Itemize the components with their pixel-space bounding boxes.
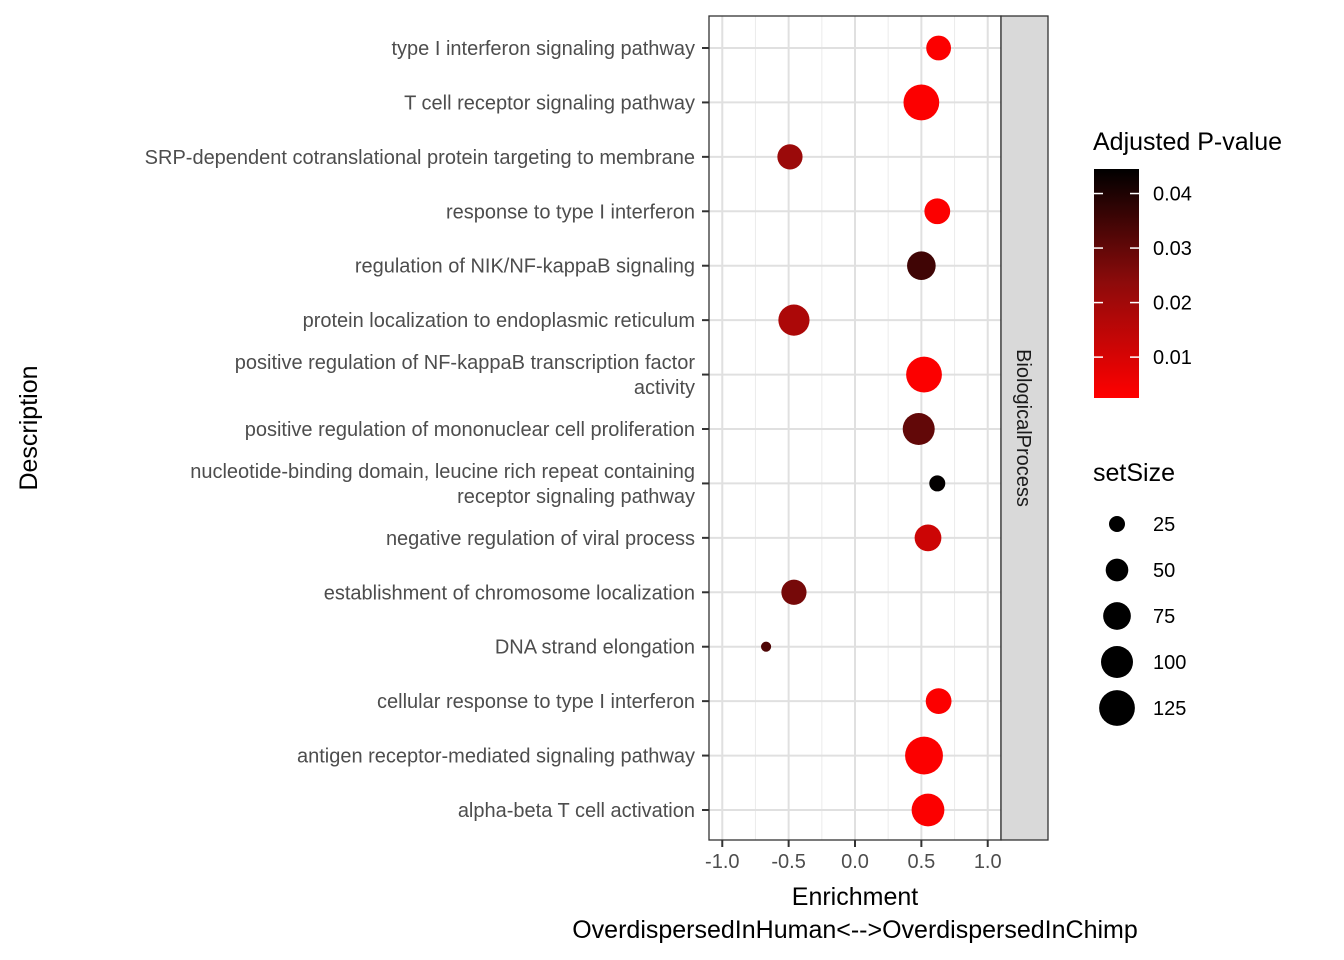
x-axis-title: Enrichment <box>792 883 918 911</box>
facet-strip <box>1000 15 1049 841</box>
data-point <box>925 688 952 715</box>
y-tick-label: antigen receptor-mediated signaling path… <box>297 746 695 768</box>
size-legend-key <box>1103 602 1131 630</box>
data-point <box>907 251 936 281</box>
data-point <box>914 524 942 552</box>
size-legend-key <box>1099 690 1135 726</box>
y-tick-label: type I interferon signaling pathway <box>391 38 695 60</box>
size-legend-label: 25 <box>1153 514 1175 536</box>
x-tick-label: -0.5 <box>771 851 805 873</box>
y-tick-label: response to type I interferon <box>446 201 695 223</box>
color-legend-bar <box>1094 169 1139 398</box>
size-legend-key <box>1105 558 1129 582</box>
data-point <box>906 356 942 393</box>
y-tick-label: positive regulation of mononuclear cell … <box>245 419 695 441</box>
data-point <box>924 198 951 225</box>
y-tick-label: T cell receptor signaling pathway <box>404 92 695 114</box>
color-legend: Adjusted P-value 0.04 0.03 0.02 0.01 <box>1093 128 1282 398</box>
x-tick-label: -1.0 <box>705 851 739 873</box>
facet-strip-label: BiologicalProcess <box>1012 349 1034 507</box>
data-point <box>911 793 945 827</box>
color-legend-label: 0.03 <box>1153 238 1192 260</box>
size-legend-key <box>1101 646 1133 678</box>
size-legend-label: 75 <box>1153 606 1175 628</box>
y-axis: type I interferon signaling pathway T cel… <box>145 38 709 822</box>
size-legend-label: 50 <box>1153 560 1175 582</box>
y-tick-label: establishment of chromosome localization <box>324 582 695 604</box>
color-legend-title: Adjusted P-value <box>1093 128 1282 156</box>
data-point <box>929 475 946 492</box>
color-legend-label: 0.01 <box>1153 347 1192 369</box>
data-point <box>761 641 772 652</box>
size-legend-key <box>1109 516 1125 532</box>
y-axis-title: Description <box>15 365 43 490</box>
y-tick-label: SRP-dependent cotranslational protein ta… <box>145 147 695 169</box>
data-point <box>777 144 803 170</box>
y-tick-label: DNA strand elongation <box>495 637 695 659</box>
color-legend-label: 0.04 <box>1153 184 1192 206</box>
y-tick-label: positive regulation of NF-kappaB transcr… <box>235 352 696 399</box>
data-points <box>761 35 952 827</box>
data-point <box>926 35 952 61</box>
data-point <box>902 413 935 445</box>
y-tick-label: negative regulation of viral process <box>386 528 695 550</box>
y-tick-label: regulation of NIK/NF-kappaB signaling <box>355 256 695 278</box>
color-legend-ticks: 0.04 0.03 0.02 0.01 <box>1094 184 1192 369</box>
x-tick-label: 0.5 <box>907 851 935 873</box>
data-point <box>905 736 943 775</box>
data-point <box>903 84 940 121</box>
x-axis: -1.0 -0.5 0.0 0.5 1.0 <box>705 840 1002 873</box>
size-legend-title: setSize <box>1093 459 1175 487</box>
y-tick-label: cellular response to type I interferon <box>377 691 695 713</box>
size-legend-items: 25 50 75 100 125 <box>1099 514 1186 726</box>
color-legend-label: 0.02 <box>1153 293 1192 315</box>
y-tick-label: nucleotide-binding domain, leucine rich … <box>190 461 695 508</box>
size-legend: setSize 25 50 75 100 125 <box>1093 459 1186 726</box>
x-tick-label: 0.0 <box>841 851 869 873</box>
size-legend-label: 125 <box>1153 698 1186 720</box>
y-tick-label: alpha-beta T cell activation <box>458 800 695 822</box>
size-legend-label: 100 <box>1153 652 1186 674</box>
y-tick-label: protein localization to endoplasmic reti… <box>303 310 695 332</box>
data-point <box>781 579 807 605</box>
grid-lines <box>709 16 1001 840</box>
data-point <box>778 304 810 336</box>
x-tick-label: 1.0 <box>974 851 1002 873</box>
x-axis-subtitle: OverdispersedInHuman<-->OverdispersedInC… <box>572 916 1138 944</box>
